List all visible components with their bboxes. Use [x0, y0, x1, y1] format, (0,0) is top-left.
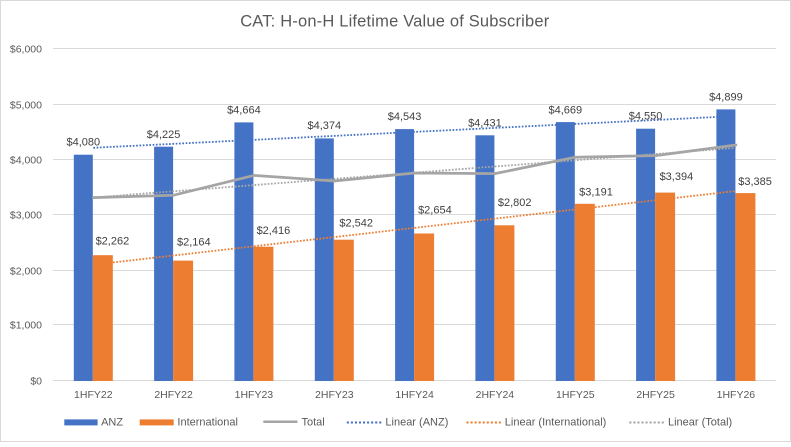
svg-text:$3,191: $3,191 [579, 187, 613, 199]
svg-text:$4,000: $4,000 [10, 154, 42, 166]
svg-text:1HFY26: 1HFY26 [717, 389, 756, 401]
svg-text:$2,262: $2,262 [96, 236, 130, 248]
svg-text:2HFY23: 2HFY23 [315, 389, 354, 401]
svg-text:Linear (International): Linear (International) [505, 416, 607, 428]
svg-text:$4,664: $4,664 [227, 105, 261, 117]
svg-text:$3,000: $3,000 [10, 209, 42, 221]
svg-text:$5,000: $5,000 [10, 99, 42, 111]
svg-text:$6,000: $6,000 [10, 43, 42, 55]
svg-text:$2,164: $2,164 [177, 237, 211, 249]
svg-text:$2,416: $2,416 [257, 225, 291, 237]
svg-text:1HFY25: 1HFY25 [556, 389, 595, 401]
svg-text:ANZ: ANZ [101, 416, 123, 428]
svg-text:$4,669: $4,669 [548, 104, 582, 116]
svg-text:1HFY22: 1HFY22 [74, 389, 113, 401]
svg-text:$3,385: $3,385 [738, 176, 772, 188]
svg-text:$4,550: $4,550 [629, 111, 663, 123]
svg-text:$4,080: $4,080 [66, 137, 100, 149]
svg-text:Linear (Total): Linear (Total) [668, 416, 732, 428]
svg-text:$4,899: $4,899 [709, 92, 743, 104]
svg-text:$2,654: $2,654 [418, 205, 452, 217]
svg-text:$4,543: $4,543 [388, 111, 422, 123]
svg-text:International: International [177, 416, 238, 428]
svg-text:Linear (ANZ): Linear (ANZ) [385, 416, 448, 428]
svg-text:2HFY25: 2HFY25 [636, 389, 675, 401]
svg-text:CAT: H-on-H Lifetime Value of: CAT: H-on-H Lifetime Value of Subscriber [240, 13, 550, 31]
svg-text:1HFY24: 1HFY24 [395, 389, 434, 401]
svg-text:Total: Total [302, 416, 325, 428]
svg-text:2HFY22: 2HFY22 [154, 389, 193, 401]
svg-text:$4,431: $4,431 [468, 117, 502, 129]
svg-text:$3,394: $3,394 [660, 171, 694, 183]
svg-text:$2,542: $2,542 [339, 218, 373, 230]
svg-text:$0: $0 [30, 375, 42, 387]
svg-text:$1,000: $1,000 [10, 319, 42, 331]
svg-text:$2,802: $2,802 [498, 197, 532, 209]
svg-text:1HFY23: 1HFY23 [235, 389, 274, 401]
svg-text:2HFY24: 2HFY24 [476, 389, 515, 401]
svg-text:$4,225: $4,225 [147, 129, 181, 141]
svg-text:$2,000: $2,000 [10, 265, 42, 277]
svg-text:$4,374: $4,374 [307, 120, 341, 132]
